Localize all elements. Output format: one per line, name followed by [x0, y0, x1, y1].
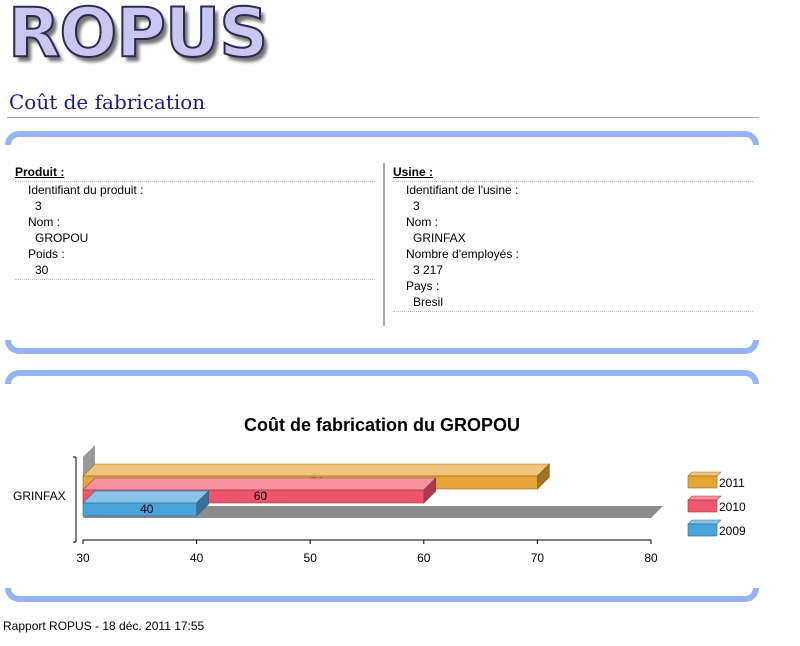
produit-nom-value: GROPOU [35, 231, 89, 245]
column-divider [383, 163, 385, 326]
produit-nom-label: Nom : [28, 215, 61, 229]
produit-poids-value: 30 [35, 263, 49, 277]
x-tick-label: 60 [417, 551, 431, 565]
usine-employes-value: 3 217 [413, 263, 444, 277]
report-footer: Rapport ROPUS - 18 déc. 2011 17:55 [3, 619, 205, 633]
panel-top-frame [5, 131, 759, 145]
produit-section: Produit : Identifiant du produit : 3 Nom… [15, 164, 375, 280]
legend-swatch-top [687, 495, 722, 501]
cost-chart: Coût de fabrication du GROPOU 70 60 40 GRINF… [13, 415, 746, 565]
usine-id-value: 3 [413, 199, 420, 213]
produit-heading: Produit : [15, 164, 375, 182]
ropus-logo: ROPUS [7, 0, 269, 74]
chart-floor [83, 506, 663, 518]
usine-pays-value: Bresil [413, 295, 444, 309]
usine-heading: Usine : [393, 164, 753, 182]
bar-2009 [82, 502, 197, 517]
panel-bottom-frame [5, 588, 759, 602]
x-tick-label: 50 [304, 551, 318, 565]
usine-nom-label: Nom : [406, 215, 439, 229]
panel-top-frame [5, 370, 759, 384]
usine-employes-label: Nombre d'employés : [406, 247, 520, 261]
x-tick-label: 40 [190, 551, 204, 565]
legend-swatch-top [687, 519, 722, 525]
usine-section: Usine : Identifiant de l'usine : 3 Nom :… [393, 164, 753, 312]
produit-id-label: Identifiant du produit : [28, 183, 144, 197]
usine-pays-label: Pays : [406, 279, 440, 293]
title-divider [7, 117, 759, 118]
x-tick-label: 80 [644, 551, 658, 565]
page-title: Coût de fabrication [9, 90, 206, 114]
produit-id-value: 3 [35, 199, 42, 213]
x-tick-label: 70 [531, 551, 545, 565]
chart-panel: Coût de fabrication du GROPOU 70 60 40 GRINF… [5, 370, 759, 602]
legend-swatch-2011 [687, 475, 718, 489]
produit-poids-label: Poids : [28, 247, 65, 261]
legend-label-2010: 2010 [719, 500, 746, 514]
usine-section-end [393, 311, 753, 312]
panel-bottom-frame [5, 340, 759, 354]
x-tick-label: 30 [76, 551, 90, 565]
info-panel: Produit : Identifiant du produit : 3 Nom… [5, 131, 759, 354]
legend-label-2011: 2011 [719, 476, 745, 490]
legend-swatch-2010 [687, 499, 718, 513]
chart-title: Coût de fabrication du GROPOU [244, 415, 520, 435]
bar-label-2009: 40 [140, 502, 154, 516]
legend-swatch-top [687, 471, 722, 477]
usine-nom-value: GRINFAX [413, 231, 466, 245]
usine-id-label: Identifiant de l'usine : [406, 183, 519, 197]
category-label: GRINFAX [13, 489, 66, 503]
legend-swatch-2009 [687, 523, 718, 537]
bar-label-2010: 60 [254, 489, 268, 503]
produit-section-end [15, 279, 375, 280]
legend-label-2009: 2009 [719, 524, 746, 538]
